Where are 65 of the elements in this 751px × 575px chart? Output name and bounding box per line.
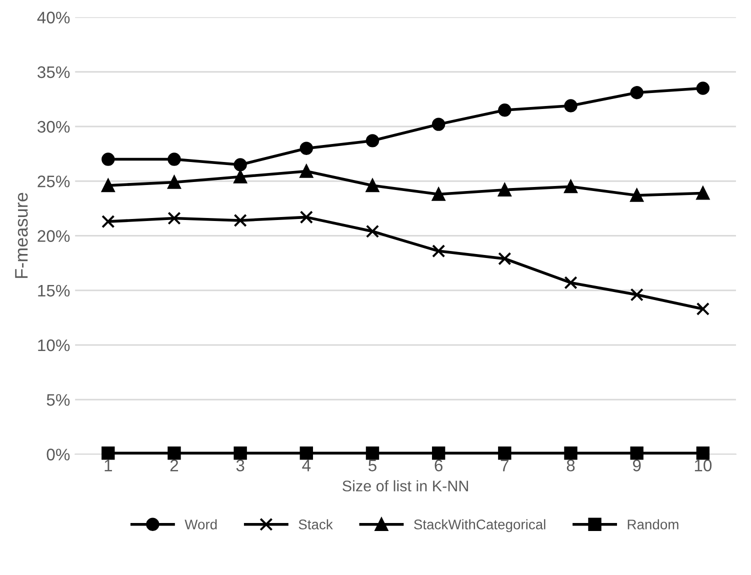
y-tick-label: 20%	[38, 230, 70, 242]
point	[696, 446, 710, 460]
x-tick-label: 9	[632, 460, 641, 472]
point	[564, 276, 578, 290]
y-tick-label: 0%	[46, 448, 70, 460]
point	[564, 99, 578, 112]
point	[498, 252, 512, 266]
point	[300, 210, 314, 224]
y-tick-label: 15%	[38, 284, 70, 297]
legend-label: Word	[184, 519, 217, 530]
point	[564, 446, 578, 460]
point	[366, 178, 380, 192]
point	[102, 152, 115, 166]
point	[300, 142, 314, 155]
point	[630, 446, 644, 460]
point	[102, 446, 115, 460]
point	[630, 86, 644, 100]
x-tick-label: 4	[302, 460, 311, 472]
point	[234, 446, 247, 460]
point	[630, 188, 644, 202]
point	[168, 446, 181, 460]
y-tick-label: 35%	[38, 66, 70, 78]
point	[234, 214, 247, 228]
point	[366, 134, 380, 148]
y-axis-title: F-measure	[15, 192, 28, 278]
point	[300, 446, 314, 460]
point	[168, 176, 181, 189]
x-tick-label: 1	[104, 460, 112, 472]
point	[564, 180, 578, 194]
point	[432, 118, 446, 131]
y-tick-label: 40%	[37, 12, 70, 24]
point	[498, 104, 512, 117]
point	[234, 170, 247, 184]
legend-label: Stack	[298, 519, 333, 530]
point	[696, 82, 710, 95]
legend-label: StackWithCategorical	[414, 519, 546, 532]
point	[432, 446, 446, 460]
x-tick-label: 3	[236, 460, 244, 472]
y-tick-label: 5%	[46, 394, 70, 406]
x-tick-label: 5	[368, 460, 376, 472]
x-tick-label: 2	[170, 460, 178, 472]
point	[168, 152, 181, 166]
point	[432, 244, 446, 258]
point	[234, 158, 247, 172]
x-tick-label: 7	[500, 460, 508, 472]
point	[300, 164, 314, 178]
point	[630, 288, 644, 302]
point	[102, 214, 115, 228]
y-tick-label: 25%	[38, 176, 70, 188]
point	[432, 188, 446, 201]
legend-label: Random	[628, 519, 678, 530]
x-tick-label: 8	[566, 460, 575, 472]
y-tick-label: 10%	[38, 339, 70, 352]
x-tick-label: 10	[694, 460, 712, 472]
point	[102, 178, 115, 192]
point	[498, 183, 512, 196]
x-axis-title: Size of list in K-NN	[342, 480, 468, 492]
x-tick-label: 6	[434, 460, 442, 472]
point	[696, 302, 710, 316]
y-tick-label: 30%	[38, 120, 70, 133]
point	[498, 446, 512, 460]
point	[696, 186, 710, 200]
point	[366, 446, 380, 460]
point	[366, 224, 380, 238]
point	[168, 212, 181, 225]
